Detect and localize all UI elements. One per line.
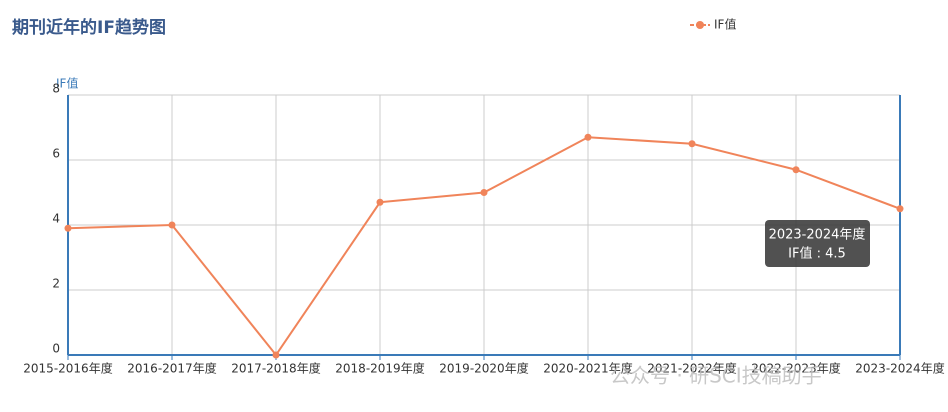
point (688, 140, 696, 148)
point (792, 166, 800, 174)
chart-title: 期刊近年的IF趋势图 (12, 17, 166, 38)
x-tick-label: 2023-2024年度 (855, 361, 944, 376)
x-tick-label: 2020-2021年度 (543, 361, 632, 376)
x-tick-label: 2022-2023年度 (751, 361, 840, 376)
x-tick-label: 2018-2019年度 (335, 361, 424, 376)
x-tick-label: 2017-2018年度 (231, 361, 320, 376)
point (584, 133, 592, 141)
x-tick-label: 2015-2016年度 (23, 361, 112, 376)
point (376, 198, 384, 206)
tooltip-box (765, 220, 870, 267)
y-tick-label: 2 (52, 277, 60, 291)
tooltip-title: 2023-2024年度 (769, 227, 866, 243)
tooltip-body: IF值 : 4.5 (788, 246, 846, 262)
x-tick-label: 2019-2020年度 (439, 361, 528, 376)
legend-label: IF值 (714, 17, 736, 32)
point (896, 205, 904, 213)
point (64, 224, 72, 232)
x-tick-label: 2016-2017年度 (127, 361, 216, 376)
y-tick-label: 0 (52, 342, 60, 356)
y-tick-label: 6 (52, 147, 60, 161)
x-tick-label: 2021-2022年度 (647, 361, 736, 376)
point (480, 189, 488, 196)
y-axis-title: IF值 (56, 76, 78, 91)
legend-marker (696, 21, 704, 29)
point (272, 351, 280, 359)
watermark: 公众号 · 研SCI技稿助手 (610, 364, 822, 388)
y-tick-label: 4 (52, 212, 60, 226)
y-tick-label: 8 (52, 82, 60, 96)
point (168, 221, 176, 229)
